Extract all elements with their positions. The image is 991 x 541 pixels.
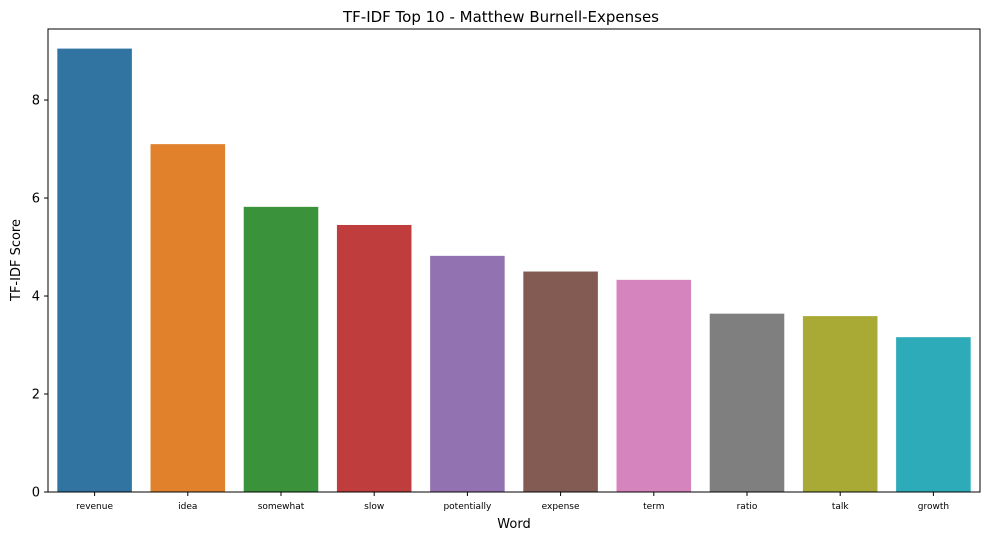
x-tick-label-idea: idea [178,502,197,512]
bar-term [616,279,692,492]
bar-idea [150,144,226,492]
x-tick-label-slow: slow [364,502,384,512]
y-tick-label-8: 8 [32,94,40,109]
bars-group [57,48,971,493]
x-tick-label-expense: expense [542,502,580,512]
bar-potentially [430,255,505,492]
bar-expense [523,271,598,492]
x-tick-label-ratio: ratio [737,502,758,512]
y-axis-title: TF-IDF Score [9,219,24,302]
y-tick-label-6: 6 [32,192,40,207]
x-tick-label-growth: growth [918,502,949,512]
x-axis-title: Word [497,517,530,532]
bar-ratio [709,313,785,492]
bar-slow [336,224,412,493]
x-tick-label-somewhat: somewhat [258,502,305,512]
chart-title: TF-IDF Top 10 - Matthew Burnell-Expenses [342,8,659,26]
bar-talk [802,316,878,492]
y-tick-label-0: 0 [32,486,40,501]
plot-frame [47,28,981,493]
x-tick-label-term: term [643,502,664,512]
x-tick-label-talk: talk [832,502,850,512]
y-tick-label-4: 4 [32,290,40,305]
y-tick-label-2: 2 [32,388,40,403]
y-axis: 0 2 4 6 8 [32,94,48,501]
bar-somewhat [243,206,319,492]
bar-growth [896,337,971,492]
x-tick-label-potentially: potentially [443,502,492,512]
bar-revenue [57,48,132,492]
x-tick-label-revenue: revenue [76,502,113,512]
x-axis: revenue idea somewhat slow potentially expens… [76,492,949,512]
